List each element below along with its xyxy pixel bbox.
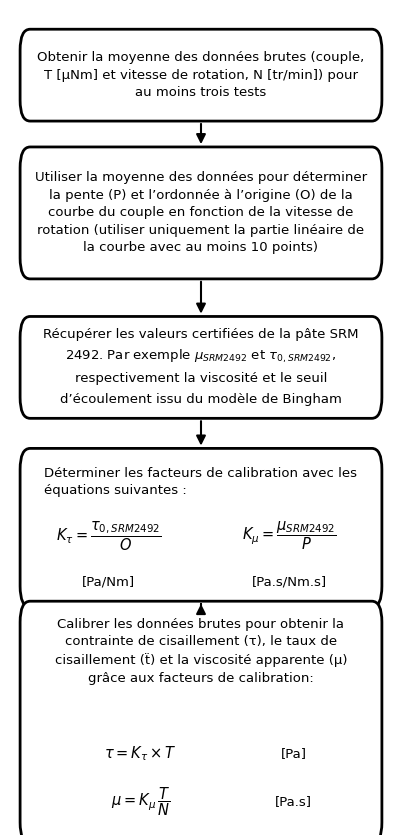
Text: Calibrer les données brutes pour obtenir la
contrainte de cisaillement (τ), le t: Calibrer les données brutes pour obtenir… xyxy=(55,618,346,685)
Text: Récupérer les valeurs certifiées de la pâte SRM: Récupérer les valeurs certifiées de la p… xyxy=(43,328,358,342)
FancyBboxPatch shape xyxy=(20,601,381,835)
Text: Obtenir la moyenne des données brutes (couple,
T [μNm] et vitesse de rotation, N: Obtenir la moyenne des données brutes (c… xyxy=(37,51,364,99)
Text: $\tau = K_\tau \times T$: $\tau = K_\tau \times T$ xyxy=(104,745,177,763)
Text: [Pa.s]: [Pa.s] xyxy=(274,795,311,808)
FancyBboxPatch shape xyxy=(20,316,381,418)
FancyBboxPatch shape xyxy=(20,29,381,121)
Text: d’écoulement issu du modèle de Bingham: d’écoulement issu du modèle de Bingham xyxy=(60,393,341,407)
Text: [Pa/Nm]: [Pa/Nm] xyxy=(82,575,135,589)
Text: Déterminer les facteurs de calibration avec les
équations suivantes :: Déterminer les facteurs de calibration a… xyxy=(45,467,356,498)
FancyBboxPatch shape xyxy=(20,147,381,279)
Text: 2492. Par exemple $\mu_{SRM2492}$ et $\tau_{0,SRM2492}$,: 2492. Par exemple $\mu_{SRM2492}$ et $\t… xyxy=(65,348,336,365)
Text: [Pa]: [Pa] xyxy=(280,747,306,761)
Text: $K_\tau = \dfrac{\tau_{0,SRM2492}}{O}$: $K_\tau = \dfrac{\tau_{0,SRM2492}}{O}$ xyxy=(56,519,161,553)
Text: $\mu = K_\mu\,\dfrac{T}{N}$: $\mu = K_\mu\,\dfrac{T}{N}$ xyxy=(111,786,170,817)
Text: $K_\mu = \dfrac{\mu_{SRM2492}}{P}$: $K_\mu = \dfrac{\mu_{SRM2492}}{P}$ xyxy=(241,520,336,552)
FancyBboxPatch shape xyxy=(20,448,381,607)
Text: [Pa.s/Nm.s]: [Pa.s/Nm.s] xyxy=(251,575,326,589)
Text: respectivement la viscosité et le seuil: respectivement la viscosité et le seuil xyxy=(75,372,326,385)
Text: Utiliser la moyenne des données pour déterminer
la pente (P) et l’ordonnée à l’o: Utiliser la moyenne des données pour dét… xyxy=(35,171,366,255)
